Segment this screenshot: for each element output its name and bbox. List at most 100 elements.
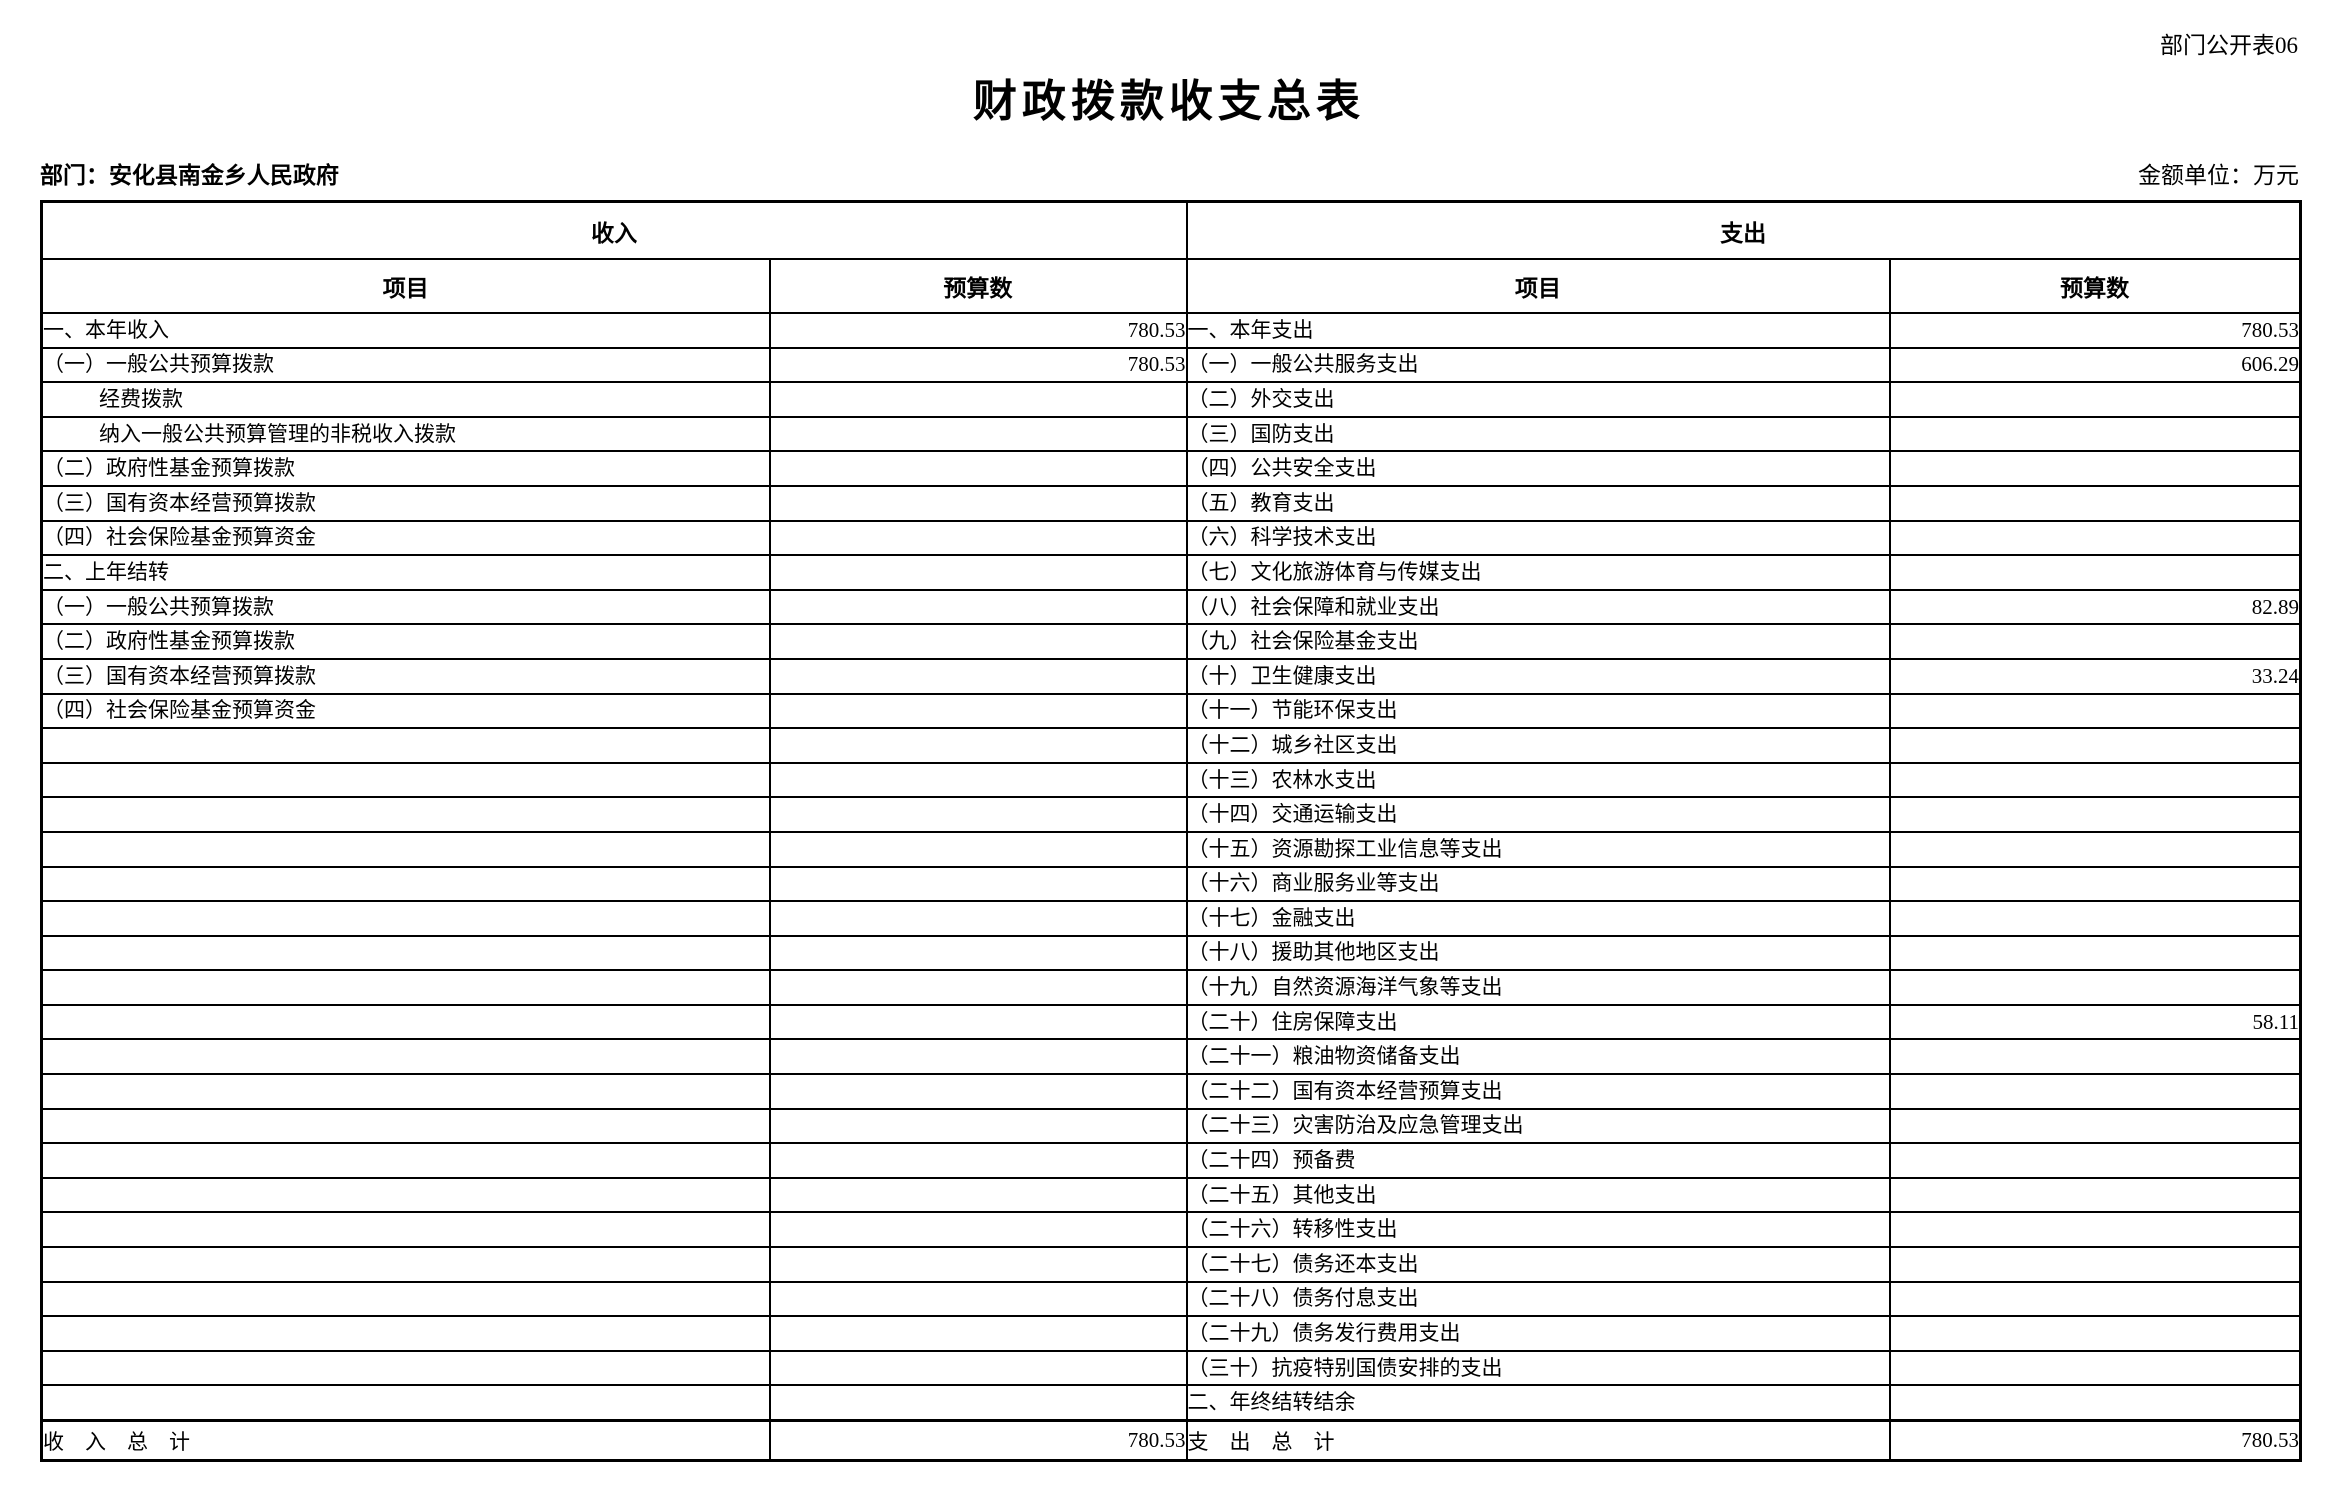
income-item-cell (40, 1038, 771, 1076)
table-row: （十四）交通运输支出 (40, 796, 2302, 833)
expense-budget-cell (1888, 969, 2302, 1006)
expense-item-cell: （二十三）灾害防治及应急管理支出 (1185, 1107, 1891, 1145)
expense-section-header: 支出 (1185, 200, 2302, 260)
table-row: （四）社会保险基金预算资金 （六）科学技术支出 (40, 519, 2302, 557)
expense-item-cell: （十九）自然资源海洋气象等支出 (1185, 969, 1891, 1006)
table-row: （二）政府性基金预算拨款 （四）公共安全支出 (40, 450, 2302, 487)
income-budget-cell (768, 1038, 1188, 1076)
expense-budget-cell (1888, 796, 2302, 833)
expense-item-cell: （二十四）预备费 (1185, 1142, 1891, 1179)
expense-budget-cell (1888, 1280, 2302, 1318)
income-budget-cell (768, 796, 1188, 833)
table-row: （三）国有资本经营预算拨款 （五）教育支出 (40, 484, 2302, 522)
income-budget-cell (768, 554, 1188, 591)
table-row: （十六）商业服务业等支出 (40, 865, 2302, 903)
income-item-cell: （四）社会保险基金预算资金 (40, 692, 771, 730)
expense-item-cell: 二、年终结转结余 (1185, 1384, 1891, 1422)
income-item-cell (40, 1176, 771, 1214)
expense-item-cell: （十五）资源勘探工业信息等支出 (1185, 830, 1891, 868)
expense-budget-cell (1888, 727, 2302, 764)
expense-budget-cell (1888, 1211, 2302, 1249)
department-label: 部门：安化县南金乡人民政府 (40, 163, 339, 189)
expense-budget-cell (1888, 1349, 2302, 1387)
amount-unit-label: 金额单位：万元 (2138, 163, 2299, 188)
page-title: 财政拨款收支总表 (973, 76, 1365, 127)
expense-budget-cell (1888, 623, 2302, 660)
expense-budget-cell (1888, 1176, 2302, 1214)
table-row: （三十）抗疫特别国债安排的支出 (40, 1349, 2302, 1387)
income-item-cell: （一）一般公共预算拨款 (40, 588, 771, 626)
table-row: （十二）城乡社区支出 (40, 727, 2302, 764)
table-body: 一、本年收入 780.53 一、本年支出 780.53 （一）一般公共预算拨款 … (40, 312, 2302, 1422)
form-code-label: 部门公开表06 (2160, 33, 2298, 58)
income-budget-cell (768, 692, 1188, 730)
income-budget-cell (768, 588, 1188, 626)
expense-item-cell: （十三）农林水支出 (1185, 761, 1891, 799)
expense-budget-cell (1888, 1038, 2302, 1076)
income-budget-cell (768, 1280, 1188, 1318)
expense-item-cell: （七）文化旅游体育与传媒支出 (1185, 554, 1891, 591)
table-row: （二）政府性基金预算拨款 （九）社会保险基金支出 (40, 623, 2302, 660)
table-row: 二、年终结转结余 (40, 1384, 2302, 1422)
expense-item-cell: （八）社会保障和就业支出 (1185, 588, 1891, 626)
expense-budget-cell (1888, 865, 2302, 903)
table-row: （十三）农林水支出 (40, 761, 2302, 799)
income-total-label: 收 入 总 计 (40, 1419, 771, 1462)
expense-budget-cell (1888, 484, 2302, 522)
income-item-cell (40, 1073, 771, 1110)
expense-item-cell: （二十九）债务发行费用支出 (1185, 1315, 1891, 1352)
income-budget-cell (768, 1211, 1188, 1249)
expense-item-cell: （十七）金融支出 (1185, 900, 1891, 937)
expense-item-cell: （二十七）债务还本支出 (1185, 1246, 1891, 1283)
table-row: 经费拨款 （二）外交支出 (40, 381, 2302, 418)
expense-item-cell: （二十六）转移性支出 (1185, 1211, 1891, 1249)
income-budget-cell (768, 1384, 1188, 1422)
income-item-cell (40, 934, 771, 972)
expense-item-cell: （三）国防支出 (1185, 415, 1891, 453)
table-header: 收入 支出 项目 预算数 项目 预算数 (40, 200, 2302, 314)
expense-budget-cell: 606.29 (1888, 346, 2302, 384)
table-row: （二十三）灾害防治及应急管理支出 (40, 1107, 2302, 1145)
income-item-cell: （三）国有资本经营预算拨款 (40, 657, 771, 695)
income-budget-cell (768, 1142, 1188, 1179)
income-item-cell (40, 1107, 771, 1145)
table-row: （二十四）预备费 (40, 1142, 2302, 1179)
income-budget-cell: 780.53 (768, 346, 1188, 384)
expense-item-cell: （十）卫生健康支出 (1185, 657, 1891, 695)
income-item-cell (40, 1142, 771, 1179)
expense-item-cell: （十六）商业服务业等支出 (1185, 865, 1891, 903)
expense-item-column-header: 项目 (1185, 258, 1891, 314)
income-budget-cell: 780.53 (768, 312, 1188, 349)
table-total-section: 收 入 总 计 780.53 支 出 总 计 780.53 (40, 1419, 2302, 1462)
income-budget-cell (768, 761, 1188, 799)
income-item-cell (40, 900, 771, 937)
income-item-cell (40, 761, 771, 799)
income-item-cell: （二）政府性基金预算拨款 (40, 450, 771, 487)
expense-item-cell: （十八）援助其他地区支出 (1185, 934, 1891, 972)
income-item-cell (40, 865, 771, 903)
income-budget-cell (768, 1003, 1188, 1041)
income-budget-cell (768, 900, 1188, 937)
expense-item-cell: （十二）城乡社区支出 (1185, 727, 1891, 764)
table-row: （十八）援助其他地区支出 (40, 934, 2302, 972)
expense-item-cell: （二十）住房保障支出 (1185, 1003, 1891, 1041)
expense-budget-cell (1888, 381, 2302, 418)
expense-item-cell: （一）一般公共服务支出 (1185, 346, 1891, 384)
expense-item-cell: 一、本年支出 (1185, 312, 1891, 349)
income-total-value: 780.53 (768, 1419, 1188, 1462)
column-header-row: 项目 预算数 项目 预算数 (40, 258, 2302, 314)
expense-item-cell: （九）社会保险基金支出 (1185, 623, 1891, 660)
income-budget-cell (768, 969, 1188, 1006)
income-item-cell: （三）国有资本经营预算拨款 (40, 484, 771, 522)
expense-budget-cell: 82.89 (1888, 588, 2302, 626)
income-item-cell (40, 969, 771, 1006)
expense-item-cell: （十一）节能环保支出 (1185, 692, 1891, 730)
meta-row: 部门：安化县南金乡人民政府 金额单位：万元 (40, 156, 2299, 190)
table-row: 纳入一般公共预算管理的非税收入拨款 （三）国防支出 (40, 415, 2302, 453)
budget-summary-table: 收入 支出 项目 预算数 项目 预算数 一、本年收入 780.53 一、本年支出… (40, 200, 2302, 1462)
income-budget-cell (768, 1315, 1188, 1352)
income-item-cell (40, 1280, 771, 1318)
income-budget-cell (768, 1073, 1188, 1110)
table-row: （三）国有资本经营预算拨款 （十）卫生健康支出 33.24 (40, 657, 2302, 695)
expense-budget-cell (1888, 934, 2302, 972)
